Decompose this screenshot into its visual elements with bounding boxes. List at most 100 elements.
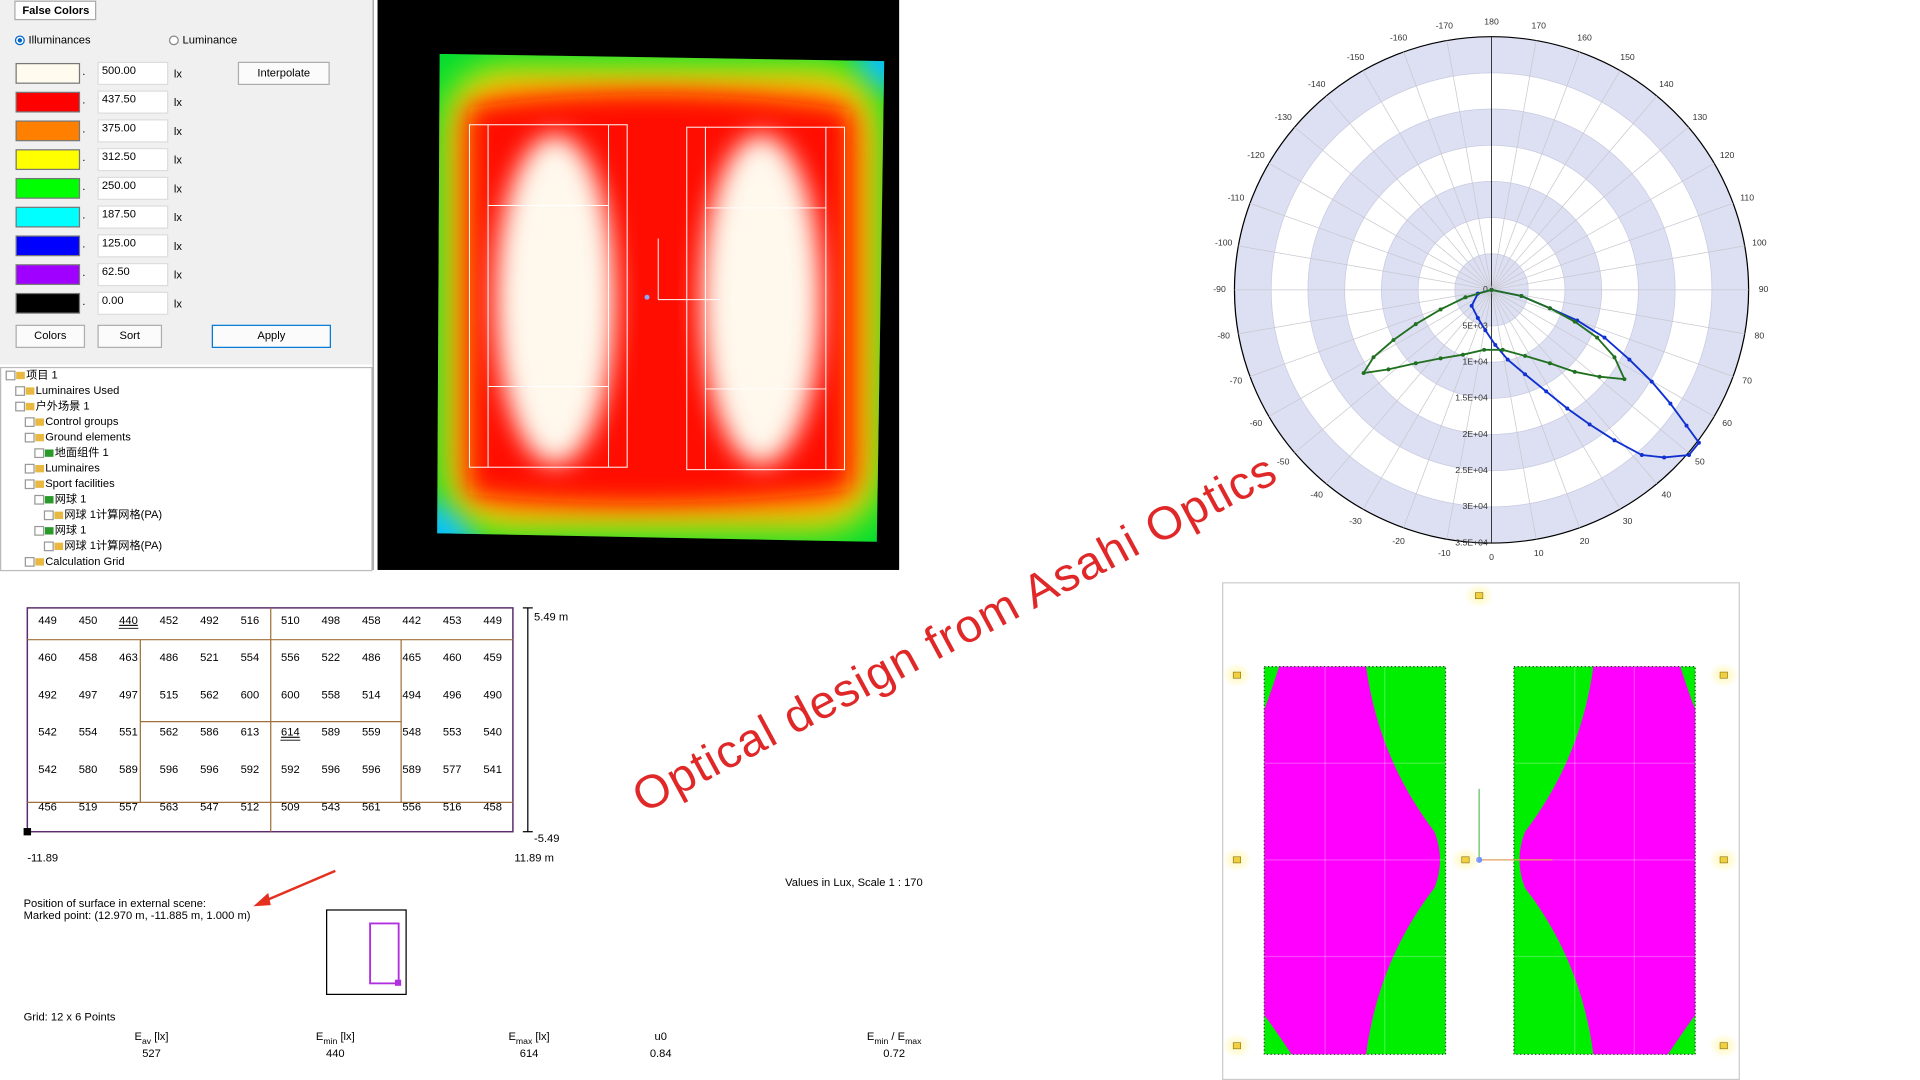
tree-item: 地面组件 1 — [55, 445, 109, 459]
value-input[interactable] — [97, 262, 169, 287]
info-text: Position of surface in external scene: — [24, 898, 206, 910]
angle-label: -120 — [1247, 150, 1265, 160]
grid-value: 596 — [160, 764, 179, 776]
tree-icon — [35, 418, 44, 426]
value-input[interactable] — [97, 234, 169, 258]
color-swatch — [15, 62, 81, 84]
grid-value: 543 — [322, 801, 341, 813]
radial-label: 3E+04 — [1462, 501, 1488, 511]
curve-marker — [1391, 338, 1396, 342]
value-input[interactable] — [97, 90, 169, 114]
curve-marker — [1413, 322, 1418, 327]
polar-spoke — [1491, 289, 1580, 528]
button-label: Interpolate — [257, 67, 310, 79]
grid-value: 498 — [322, 615, 341, 627]
value-input[interactable] — [97, 119, 169, 143]
swatch-dot: · — [82, 155, 86, 167]
value-input[interactable] — [97, 147, 169, 172]
value-input[interactable] — [97, 176, 169, 200]
axis-label: -11.89 — [27, 853, 58, 865]
luminaire — [1232, 856, 1241, 864]
angle-label: -30 — [1349, 516, 1362, 526]
polar-spoke — [1268, 289, 1492, 417]
grid-value: 596 — [200, 764, 219, 776]
radio-label: Illuminances — [29, 34, 92, 46]
info-text: Grid: 12 x 6 Points — [24, 1012, 116, 1024]
radial-label: 0 — [1483, 284, 1488, 294]
angle-label: 20 — [1580, 536, 1590, 546]
polar-diagram: 180 1701601501401301201101009080706050403… — [1213, 16, 1768, 562]
tree-icon — [44, 496, 54, 504]
tree-expander — [5, 370, 16, 381]
button[interactable] — [97, 324, 163, 348]
tree-item: Ground elements — [45, 432, 131, 444]
curve-marker — [1547, 361, 1552, 366]
grid-value: 586 — [200, 727, 219, 739]
luminaire — [1232, 671, 1241, 679]
angle-label: -60 — [1250, 418, 1263, 428]
angle-label: 170 — [1532, 20, 1547, 30]
swatch-dot: · — [82, 69, 86, 81]
tab[interactable] — [14, 0, 97, 21]
swatch-dot: · — [82, 212, 86, 224]
button[interactable] — [15, 324, 86, 348]
level-value: 125.00 — [102, 237, 136, 249]
curve-marker — [1662, 455, 1667, 460]
curve-marker — [1547, 306, 1552, 311]
color-swatch — [15, 264, 81, 285]
grid-value: 496 — [443, 690, 462, 702]
axis-label: 5.49 m — [534, 612, 568, 624]
radial-label: 5E+03 — [1462, 320, 1488, 330]
tree-item: 网球 1 — [55, 492, 87, 506]
luminaire — [1719, 671, 1728, 679]
level-value: 62.50 — [102, 266, 130, 278]
grid-value: 554 — [241, 652, 260, 664]
curve-marker — [1587, 422, 1592, 427]
curve-marker — [1668, 401, 1673, 406]
curve-marker — [1482, 347, 1487, 352]
grid-value: 514 — [362, 690, 381, 702]
polar-spoke — [1491, 162, 1715, 291]
axis-label: -5.49 — [534, 833, 559, 845]
grid-value: 458 — [362, 615, 381, 627]
button[interactable] — [237, 61, 330, 86]
level-unit: lx — [174, 69, 183, 81]
stat-header-part: max — [516, 1036, 533, 1046]
grid-value: 486 — [160, 652, 179, 664]
radio[interactable] — [168, 35, 179, 46]
curve-marker — [1595, 335, 1600, 340]
grid-value: 449 — [483, 615, 502, 627]
curve-marker — [1565, 406, 1570, 411]
tree-expander — [24, 479, 35, 490]
grid-value: 600 — [281, 690, 300, 702]
luminaire — [1461, 856, 1470, 864]
curve-marker — [1493, 342, 1498, 347]
polar-spoke — [1403, 289, 1492, 528]
color-swatch — [15, 120, 81, 142]
level-unit: lx — [174, 126, 183, 138]
angle-label: 140 — [1659, 79, 1674, 89]
value-input[interactable] — [97, 291, 169, 315]
grid-value: 515 — [160, 690, 179, 702]
polar-spoke — [1268, 162, 1492, 291]
value-input[interactable] — [97, 205, 169, 229]
tree-item: Luminaires — [45, 463, 100, 475]
button[interactable] — [211, 324, 331, 348]
polar-spoke — [1491, 126, 1689, 291]
tree-expander — [24, 463, 35, 474]
court-plan-fields — [1263, 665, 1696, 1055]
tree-icon — [35, 465, 44, 473]
tree-expander — [24, 417, 35, 427]
value-input[interactable] — [97, 61, 169, 86]
angle-label: -100 — [1215, 238, 1233, 248]
polar-spoke — [1491, 289, 1734, 377]
grid-value: 510 — [281, 615, 300, 627]
tree-item: 户外场景 1 — [36, 399, 90, 413]
tree-icon — [54, 542, 64, 551]
stat-header-part: min — [874, 1036, 888, 1046]
angle-label: 10 — [1534, 548, 1544, 558]
inset-point — [394, 979, 402, 986]
tree-icon — [16, 371, 25, 380]
angle-label: 150 — [1620, 52, 1635, 62]
